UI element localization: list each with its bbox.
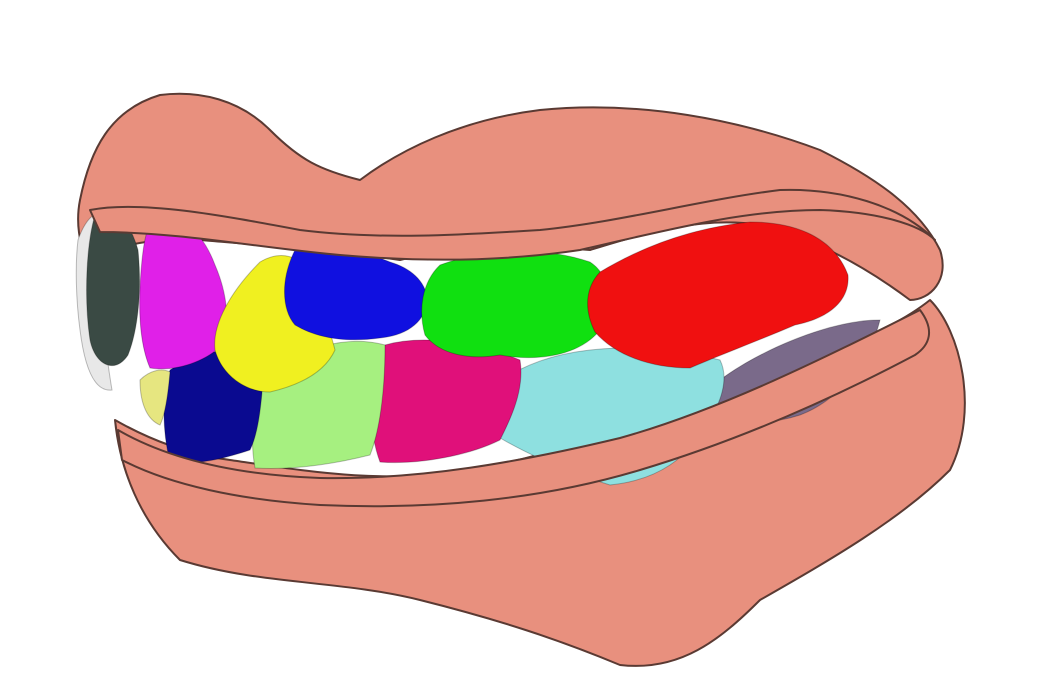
upper-incisor-magenta: [139, 219, 228, 370]
upper-incisor-grey: [86, 210, 141, 367]
lower-teeth: [75, 211, 881, 486]
upper-molar-red: [587, 221, 849, 369]
upper-premolar-green: [421, 250, 608, 359]
lower-gum-rim: [117, 309, 930, 508]
upper-teeth: [86, 210, 849, 393]
upper-gum-rim: [89, 188, 936, 261]
lower-incisor-olive: [139, 369, 171, 426]
lower-premolar-pink: [371, 339, 522, 463]
